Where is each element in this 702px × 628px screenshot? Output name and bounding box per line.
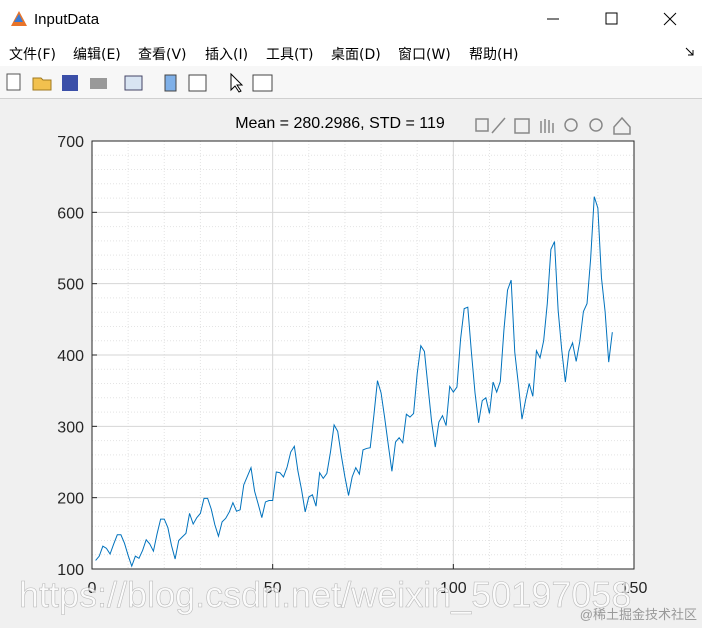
y-tick-label: 600 [57,205,84,222]
menu-item[interactable]: 工具(T) [266,47,314,63]
figure-canvas: 0 50 100 150 100 200 300 400 500 600 700 Mean = 280… [19,115,697,622]
x-tick-label: 150 [621,580,648,597]
window-title: InputData [34,11,100,28]
save-icon[interactable] [62,75,78,91]
watermark-site: @稀土掘金技术社区 [580,607,697,622]
x-tick-label: 0 [88,580,97,597]
axes-toolbar [475,116,631,135]
toolbar-icons [6,72,273,93]
axes-box [91,140,635,570]
menu-item[interactable]: 插入(I) [205,47,249,63]
open-icon[interactable] [32,77,52,91]
datatip-icon[interactable] [514,118,530,134]
app-icon-inner [14,14,23,22]
menu-item[interactable]: 文件(F) [9,47,56,63]
y-tick-label: 700 [57,134,84,151]
property-icon[interactable] [252,74,273,92]
colorbar-icon[interactable] [164,74,177,92]
y-tick-label: 500 [57,277,84,294]
menu-bar: 文件(F) 编辑(E) 查看(V) 插入(I) 工具(T) 桌面(D) 窗口(W… [0,38,702,66]
menu-item[interactable]: 帮助(H) [469,47,519,63]
x-tick-label: 50 [264,580,282,597]
data-line [95,196,613,568]
y-tick-label: 100 [57,562,84,579]
legend-icon[interactable] [188,74,207,92]
menu-item[interactable]: 桌面(D) [331,47,381,63]
maximize-button[interactable] [605,12,618,25]
pointer-icon[interactable] [230,72,244,93]
pan-icon[interactable] [540,119,554,133]
zoom-in-icon[interactable] [564,118,578,132]
menu-item[interactable]: 查看(V) [138,47,187,63]
watermark-url: https://blog.csdn.net/weixin_50197058 [19,574,631,615]
zoom-out-icon[interactable] [589,118,603,132]
toolbar [0,66,702,99]
print-icon[interactable] [90,78,107,89]
y-tick-label: 300 [57,419,84,436]
home-icon[interactable] [613,116,631,135]
new-icon[interactable] [6,73,21,91]
y-tick-label: 200 [57,491,84,508]
title-bar-graphics: InputData [11,11,677,28]
dock-arrow[interactable] [684,46,696,58]
menu-item[interactable]: 窗口(W) [398,47,451,63]
plot-title: Mean = 280.2986, STD = 119 [235,115,445,132]
export-icon[interactable] [475,118,489,132]
x-tick-label: 100 [440,580,467,597]
brush-icon[interactable] [491,117,506,134]
menu-item[interactable]: 编辑(E) [73,47,121,63]
y-tick-label: 400 [57,348,84,365]
title-bar: InputData [0,0,702,38]
link-icon[interactable] [124,75,143,91]
close-button[interactable] [663,12,677,26]
